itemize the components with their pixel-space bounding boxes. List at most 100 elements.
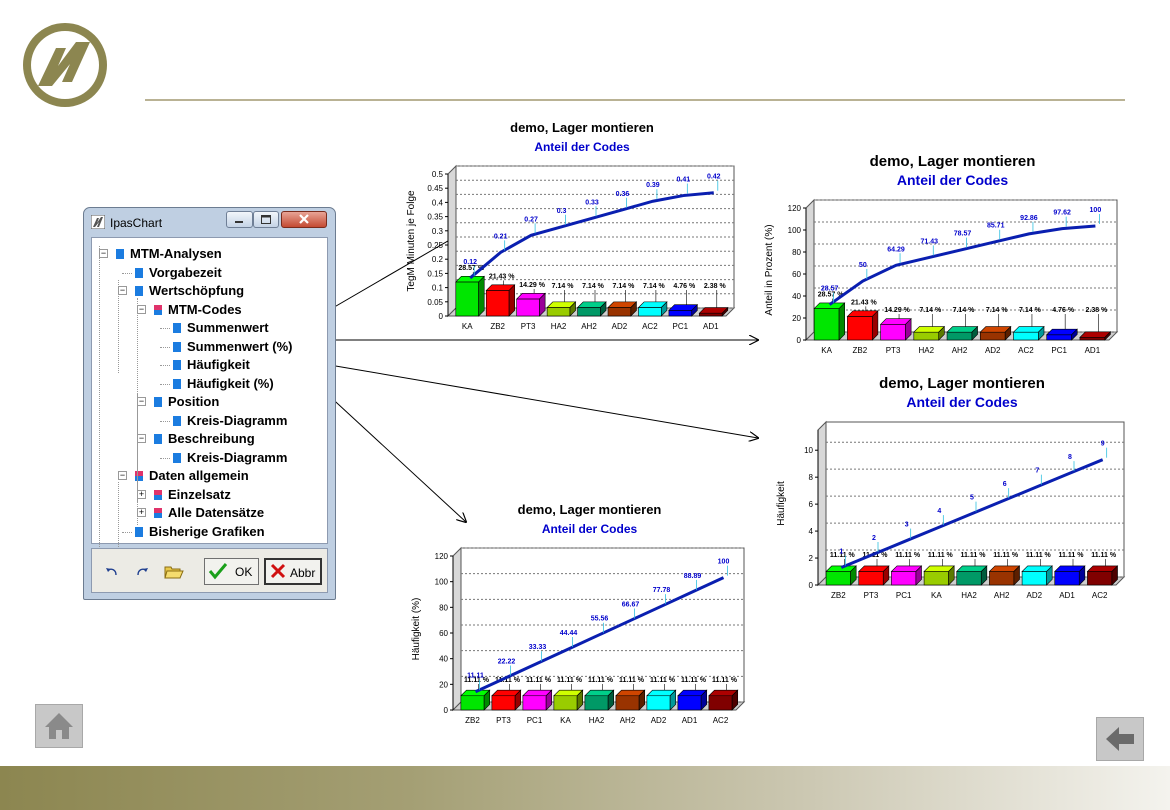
y-tick-label: 40 <box>792 292 801 301</box>
tree-expander[interactable]: − <box>118 285 127 295</box>
bar-label: 7.14 % <box>552 283 575 290</box>
x-tick-label: KA <box>462 322 473 331</box>
tree-view[interactable]: − MTM-Analysen Vorgabezeit − Wertschöpfung − M… <box>91 237 328 579</box>
bar <box>460 695 485 711</box>
undo-icon[interactable] <box>104 564 120 580</box>
tree-item[interactable]: Alle Datensätze <box>168 505 265 520</box>
y-tick-label: 0.1 <box>432 284 444 293</box>
ipaschart-window: IpasChart − MTM-Analysen Vorgabezeit − Werts… <box>83 207 336 600</box>
bar <box>553 695 578 711</box>
cumulative-label: 28.57 <box>821 286 839 293</box>
tree-item[interactable]: Häufigkeit (%) <box>187 375 274 391</box>
tree-item[interactable]: MTM-Analysen <box>130 246 222 261</box>
app-icon <box>91 215 105 229</box>
bar <box>615 695 640 711</box>
x-tick-label: PT3 <box>521 322 536 331</box>
close-icon <box>299 214 309 224</box>
x-tick-label: AD2 <box>985 346 1001 355</box>
tree-item[interactable]: Summenwert <box>187 320 269 335</box>
minimize-button[interactable] <box>226 211 253 228</box>
bar-label: 11.11 % <box>557 677 583 684</box>
y-tick-label: 10 <box>804 446 813 455</box>
header-divider <box>145 99 1125 101</box>
tree-expander[interactable]: − <box>137 396 146 406</box>
tree-expander[interactable]: − <box>137 433 146 443</box>
bar-label: 11.11 % <box>863 552 889 559</box>
cumulative-label: 0.42 <box>707 174 721 181</box>
bar-side <box>905 317 912 341</box>
cancel-button[interactable]: Abbr <box>264 558 322 585</box>
blue-square-icon <box>135 267 143 278</box>
tree-item[interactable]: Daten allgemein <box>149 468 249 483</box>
bar <box>708 695 733 711</box>
y-tick-label: 0.4 <box>432 198 444 207</box>
tree-item[interactable]: Position <box>168 394 220 409</box>
tree-item[interactable]: Summenwert (%) <box>187 338 293 354</box>
chart-title: demo, Lager montieren <box>510 120 654 135</box>
y-tick-label: 0.25 <box>427 241 443 250</box>
y-tick-label: 120 <box>788 204 802 213</box>
tree-expander[interactable]: + <box>137 488 146 499</box>
ok-button[interactable]: OK <box>204 558 259 585</box>
tree-expander[interactable]: − <box>99 248 108 258</box>
bar-side <box>569 301 576 317</box>
open-folder-icon[interactable] <box>164 562 184 580</box>
tree-item[interactable]: Bisherige Grafiken <box>149 523 265 539</box>
bar <box>646 695 671 711</box>
bar-label: 11.11 % <box>928 552 954 559</box>
bar-side <box>630 301 637 317</box>
tree-item[interactable]: Kreis-Diagramm <box>187 449 288 465</box>
cumulative-label: 71.43 <box>921 238 939 245</box>
tree-connector <box>160 328 170 329</box>
cumulative-line <box>474 576 725 694</box>
tree-guide <box>118 482 119 575</box>
y-tick-label: 0.15 <box>427 269 443 278</box>
cumulative-label: 5 <box>970 495 974 502</box>
tree-item[interactable]: Vorgabezeit <box>149 264 222 280</box>
cumulative-label: 9 <box>1101 441 1105 448</box>
tree-item[interactable]: MTM-Codes <box>168 301 242 317</box>
tree-item[interactable]: Einzelsatz <box>168 486 231 502</box>
cumulative-label: 66.67 <box>622 601 640 608</box>
bar-label: 11.11 % <box>495 677 521 684</box>
tree-connector <box>160 457 170 459</box>
blue-square-icon <box>173 360 181 370</box>
blue-square-icon <box>116 249 124 259</box>
close-button[interactable] <box>281 211 327 228</box>
x-tick-label: PC1 <box>1051 346 1067 355</box>
tree-item[interactable]: Wertschöpfung <box>149 283 245 298</box>
x-tick-label: ZB2 <box>465 716 480 725</box>
back-button[interactable] <box>1096 717 1144 761</box>
bar-side <box>971 325 978 341</box>
y-tick-label: 20 <box>439 680 448 689</box>
back-arrow-icon <box>1106 727 1134 751</box>
tree-expander[interactable]: − <box>118 470 127 480</box>
tree-item[interactable]: Kreis-Diagramm <box>187 412 288 428</box>
tree-expander[interactable]: + <box>137 507 146 517</box>
tree-connector <box>160 383 170 385</box>
bar-label: 7.14 % <box>643 283 666 290</box>
bar-side <box>1104 331 1111 341</box>
cumulative-label: 100 <box>718 559 730 566</box>
tree-guide <box>99 246 100 579</box>
bar-side <box>1111 565 1118 586</box>
bar-side <box>731 689 739 711</box>
cumulative-label: 88.89 <box>684 573 702 580</box>
redo-icon[interactable] <box>134 564 150 580</box>
cumulative-line <box>469 191 714 280</box>
blue-square-icon <box>173 323 181 333</box>
x-tick-label: AD2 <box>1027 591 1043 600</box>
x-tick-label: KA <box>560 716 571 725</box>
x-tick-label: AH2 <box>952 346 968 355</box>
bar-label: 11.11 % <box>588 677 614 684</box>
tree-expander[interactable]: − <box>137 303 146 314</box>
x-tick-label: PT3 <box>886 346 901 355</box>
x-tick-label: HA2 <box>961 591 977 600</box>
tree-item[interactable]: Häufigkeit <box>187 357 250 372</box>
plot-back-wall <box>825 421 1125 578</box>
maximize-button[interactable] <box>253 211 279 228</box>
y-axis-label: Häufigkeit <box>776 481 787 526</box>
cumulative-label: 0.21 <box>494 233 508 240</box>
tree-item[interactable]: Beschreibung <box>168 431 255 446</box>
home-button[interactable] <box>35 704 83 748</box>
